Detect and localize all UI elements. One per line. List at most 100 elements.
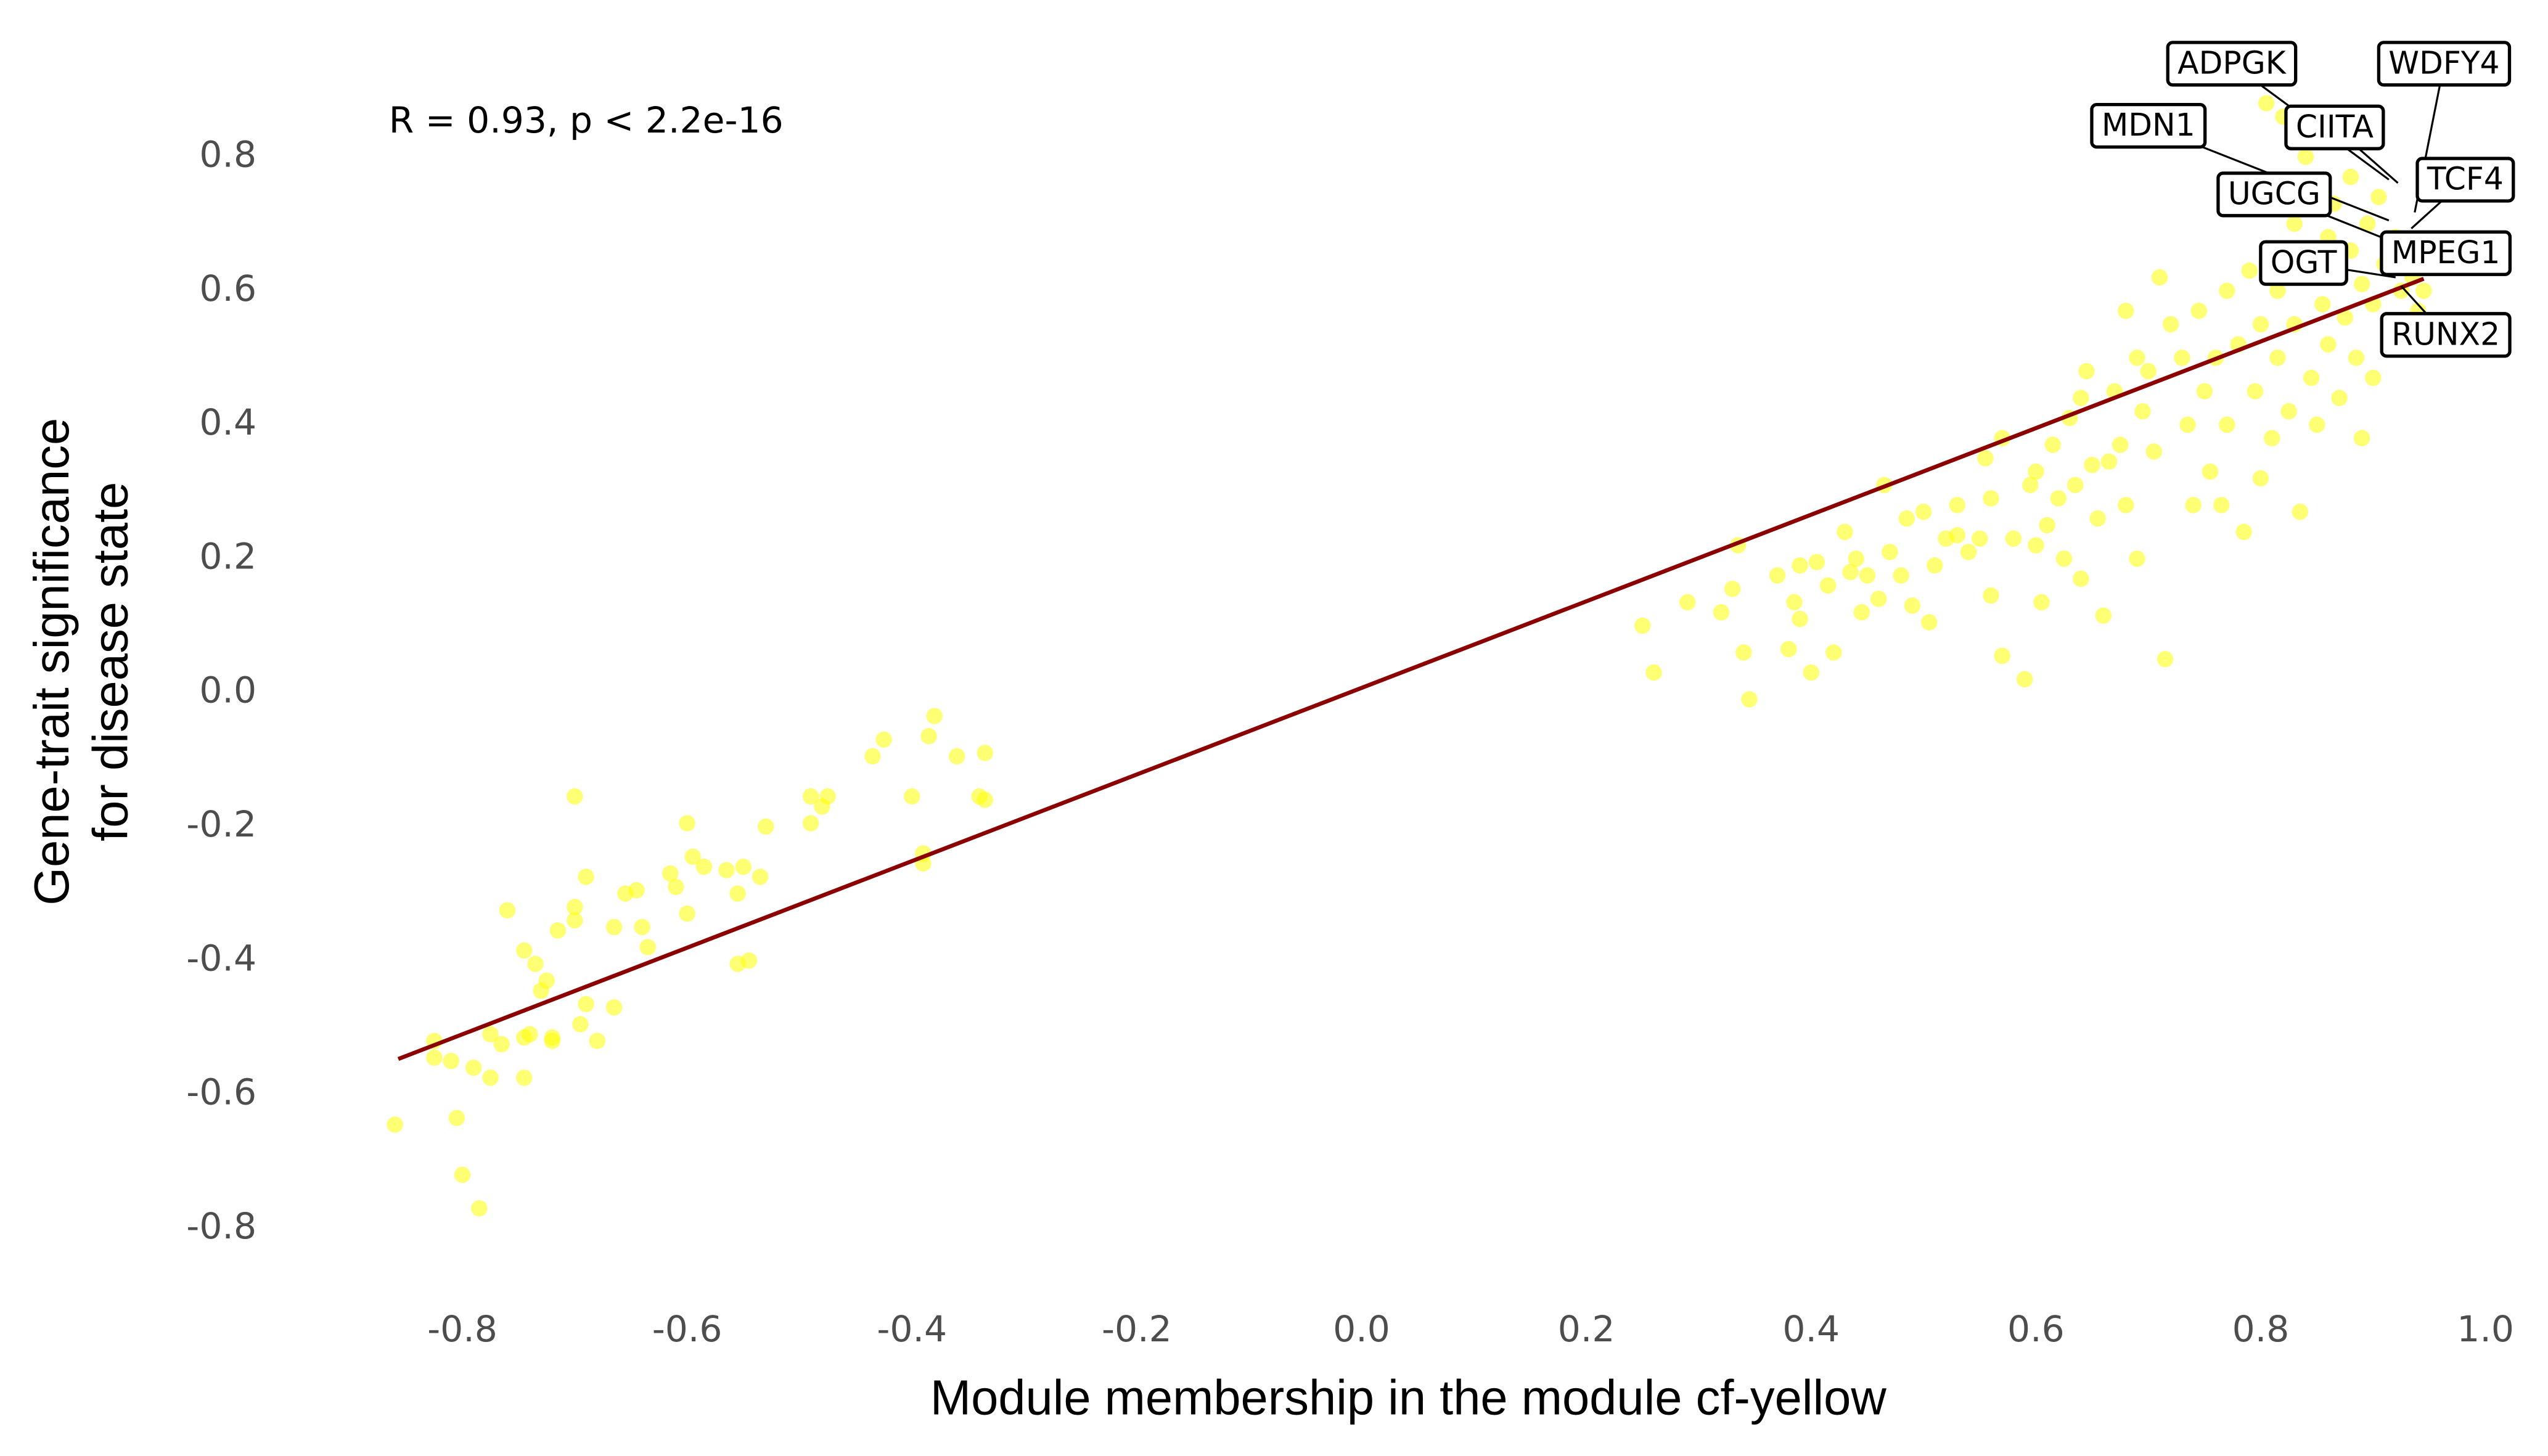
point bbox=[948, 748, 965, 765]
point bbox=[2219, 416, 2235, 433]
point bbox=[2264, 430, 2280, 447]
label-box bbox=[2166, 41, 2298, 87]
point bbox=[1769, 567, 1786, 584]
point bbox=[802, 788, 819, 805]
point bbox=[2415, 282, 2432, 299]
point bbox=[735, 858, 752, 875]
point bbox=[2196, 383, 2213, 399]
point bbox=[1679, 594, 1696, 611]
point bbox=[527, 955, 544, 972]
y-axis-title: Gene-trait significance bbox=[24, 418, 79, 906]
label-box bbox=[2216, 171, 2332, 218]
point-label: UGCG bbox=[2228, 176, 2321, 212]
point-label: CIITA bbox=[2296, 108, 2374, 145]
point bbox=[2028, 537, 2044, 554]
point bbox=[1960, 544, 1977, 560]
point bbox=[1882, 544, 1898, 560]
y-tick-label: 0.0 bbox=[199, 669, 256, 711]
point bbox=[605, 999, 623, 1016]
point bbox=[926, 708, 943, 724]
point bbox=[2331, 390, 2348, 406]
point bbox=[2134, 403, 2151, 420]
point bbox=[1983, 490, 1999, 507]
y-tick-label: 0.2 bbox=[199, 535, 256, 577]
point bbox=[2055, 550, 2073, 567]
point bbox=[2050, 490, 2067, 507]
point bbox=[2348, 350, 2365, 366]
point bbox=[1634, 617, 1651, 634]
point bbox=[567, 899, 583, 915]
point bbox=[2022, 476, 2039, 494]
point bbox=[1920, 614, 1938, 631]
point bbox=[572, 1016, 589, 1033]
point bbox=[2179, 416, 2196, 433]
point bbox=[2292, 504, 2309, 520]
point bbox=[2078, 362, 2095, 380]
point bbox=[2320, 336, 2337, 353]
point bbox=[679, 905, 695, 922]
point bbox=[1949, 497, 1966, 513]
point bbox=[605, 918, 623, 936]
point bbox=[2297, 149, 2314, 165]
point bbox=[2044, 436, 2061, 453]
point bbox=[1808, 554, 1825, 571]
x-axis-title: Module membership in the module cf-yello… bbox=[930, 1370, 1887, 1425]
point bbox=[634, 918, 650, 936]
point bbox=[1819, 577, 1837, 594]
point bbox=[1792, 610, 1808, 628]
point bbox=[2258, 95, 2275, 112]
point bbox=[695, 858, 713, 875]
point bbox=[1949, 527, 1966, 544]
point-label: RUNX2 bbox=[2391, 316, 2500, 352]
point bbox=[2235, 523, 2252, 541]
point bbox=[2084, 456, 2100, 473]
label-box bbox=[2380, 230, 2512, 276]
fit-line bbox=[397, 277, 2425, 1061]
point bbox=[1780, 640, 1797, 658]
point bbox=[1803, 664, 1820, 681]
point bbox=[679, 815, 695, 832]
point bbox=[2202, 463, 2219, 480]
point bbox=[2241, 262, 2258, 279]
point bbox=[2337, 309, 2354, 326]
point bbox=[1786, 594, 1803, 611]
point bbox=[589, 1033, 605, 1049]
x-tick-label: 0.6 bbox=[2007, 1308, 2065, 1350]
point-label: MDN1 bbox=[2102, 107, 2195, 143]
point bbox=[2016, 671, 2033, 688]
x-tick-label: 0.4 bbox=[1782, 1308, 1840, 1350]
point bbox=[2353, 430, 2370, 447]
point bbox=[1870, 591, 1887, 607]
point bbox=[2145, 443, 2163, 460]
point bbox=[2269, 282, 2286, 299]
point bbox=[1977, 450, 1994, 467]
point bbox=[2117, 497, 2134, 513]
point bbox=[740, 952, 758, 969]
point bbox=[1983, 587, 1999, 604]
point bbox=[1853, 603, 1870, 621]
point bbox=[443, 1052, 459, 1070]
point bbox=[2190, 303, 2208, 319]
x-tick-label: -0.8 bbox=[427, 1308, 498, 1350]
point bbox=[2269, 350, 2286, 366]
label-box bbox=[2380, 312, 2512, 358]
point bbox=[2073, 570, 2089, 587]
point bbox=[2151, 269, 2168, 286]
point bbox=[1893, 567, 1909, 584]
point bbox=[578, 869, 594, 885]
point bbox=[482, 1026, 499, 1042]
point bbox=[662, 865, 679, 882]
point bbox=[2252, 316, 2269, 333]
point bbox=[2129, 350, 2145, 366]
x-tick-label: -0.4 bbox=[877, 1308, 947, 1350]
y-tick-label: 0.4 bbox=[199, 401, 256, 443]
point bbox=[482, 1070, 499, 1086]
point bbox=[2033, 594, 2050, 611]
point bbox=[920, 728, 937, 745]
label-box bbox=[2284, 104, 2385, 150]
point bbox=[1904, 597, 1921, 614]
point bbox=[2303, 369, 2320, 386]
point bbox=[2252, 470, 2269, 487]
point bbox=[668, 878, 684, 895]
